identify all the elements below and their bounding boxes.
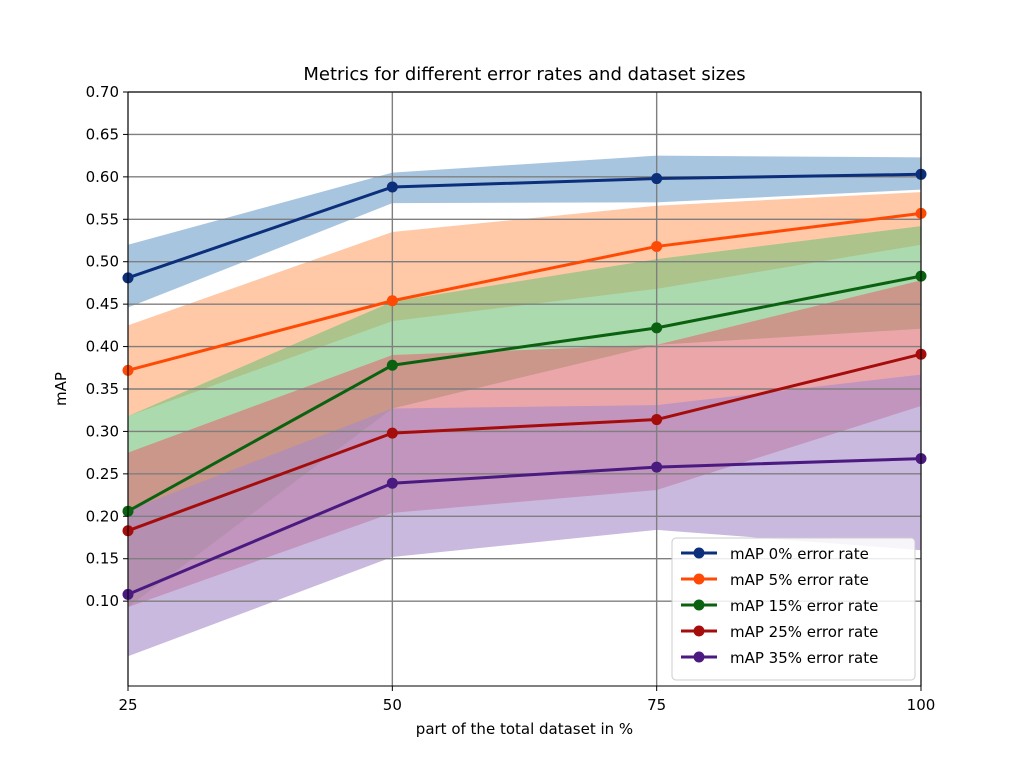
y-tick-label: 0.15: [86, 550, 119, 568]
legend-marker-2: [693, 599, 705, 611]
x-tick-label: 75: [647, 696, 666, 714]
y-tick-label: 0.20: [86, 507, 119, 525]
y-tick-label: 0.70: [86, 83, 119, 101]
legend-marker-3: [693, 625, 705, 637]
y-tick-label: 0.60: [86, 168, 119, 186]
legend: mAP 0% error rate mAP 5% error rate mAP 15…: [671, 537, 916, 681]
legend-label-3: mAP 25% error rate: [730, 623, 878, 641]
y-tick-label: 0.10: [86, 592, 119, 610]
line-series-3: [127, 352, 922, 533]
line-series-1: [127, 211, 922, 372]
point-series-2: [386, 359, 398, 371]
point-series-2: [651, 322, 663, 334]
point-series-4: [651, 461, 663, 473]
line-series-2: [127, 274, 922, 513]
legend-label-1: mAP 5% error rate: [730, 571, 869, 589]
y-tick-label: 0.40: [86, 338, 119, 356]
point-series-1: [651, 240, 663, 252]
band-series-0: [128, 155, 921, 308]
x-tick-label: 50: [383, 696, 402, 714]
x-axis-label: part of the total dataset in %: [416, 720, 633, 738]
line-series-0: [127, 172, 922, 280]
x-tick-label: 100: [907, 696, 936, 714]
x-tick-label: 25: [118, 696, 137, 714]
series-lines: [127, 172, 922, 596]
y-axis-label: mAP: [52, 372, 70, 406]
band-series-4: [128, 374, 921, 657]
legend-label-4: mAP 35% error rate: [730, 649, 878, 667]
legend-marker-0: [693, 547, 705, 559]
series-points: [122, 168, 927, 600]
y-tick-label: 0.55: [86, 210, 119, 228]
band-series-2: [128, 226, 921, 608]
y-tick-label: 0.30: [86, 422, 119, 440]
line-series-4: [127, 457, 922, 596]
y-tick-label: 0.65: [86, 125, 119, 143]
point-series-3: [386, 427, 398, 439]
legend-label-2: mAP 15% error rate: [730, 597, 878, 615]
legend-box: [671, 537, 916, 681]
y-tick-label: 0.25: [86, 465, 119, 483]
legend-marker-1: [693, 573, 705, 585]
point-series-0: [651, 173, 663, 185]
y-tick-label: 0.45: [86, 295, 119, 313]
legend-marker-4: [693, 651, 705, 663]
point-series-0: [386, 181, 398, 193]
x-axis-ticks: 25 50 75 100: [118, 686, 935, 714]
point-series-3: [651, 414, 663, 426]
point-series-4: [386, 477, 398, 489]
chart-title: Metrics for different error rates and da…: [303, 64, 745, 85]
y-tick-label: 0.35: [86, 380, 119, 398]
point-series-1: [386, 295, 398, 307]
y-axis-ticks: 0.10 0.15 0.20 0.25 0.30 0.35 0.40 0.45 0.50 0.55…: [86, 83, 128, 610]
legend-label-0: mAP 0% error rate: [730, 545, 869, 563]
y-tick-label: 0.50: [86, 253, 119, 271]
